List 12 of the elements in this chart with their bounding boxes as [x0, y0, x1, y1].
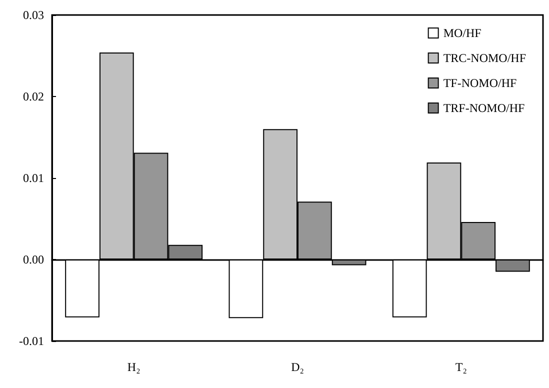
legend-label: MO/HF: [443, 26, 482, 40]
y-tick-label: -0.01: [19, 334, 44, 348]
x-tick-label: H₂: [127, 360, 140, 374]
legend-label: TRC-NOMO/HF: [443, 51, 526, 65]
legend-label: TF-NOMO/HF: [443, 76, 517, 90]
y-tick-label: 0.00: [23, 252, 44, 266]
x-tick-label: D₂: [291, 360, 304, 374]
x-tick-label: T₂: [455, 360, 467, 374]
legend-label: TRF-NOMO/HF: [443, 101, 525, 115]
y-tick-label: 0.03: [23, 8, 44, 22]
y-tick-label: 0.01: [23, 171, 44, 185]
y-tick-label: 0.02: [23, 90, 44, 104]
